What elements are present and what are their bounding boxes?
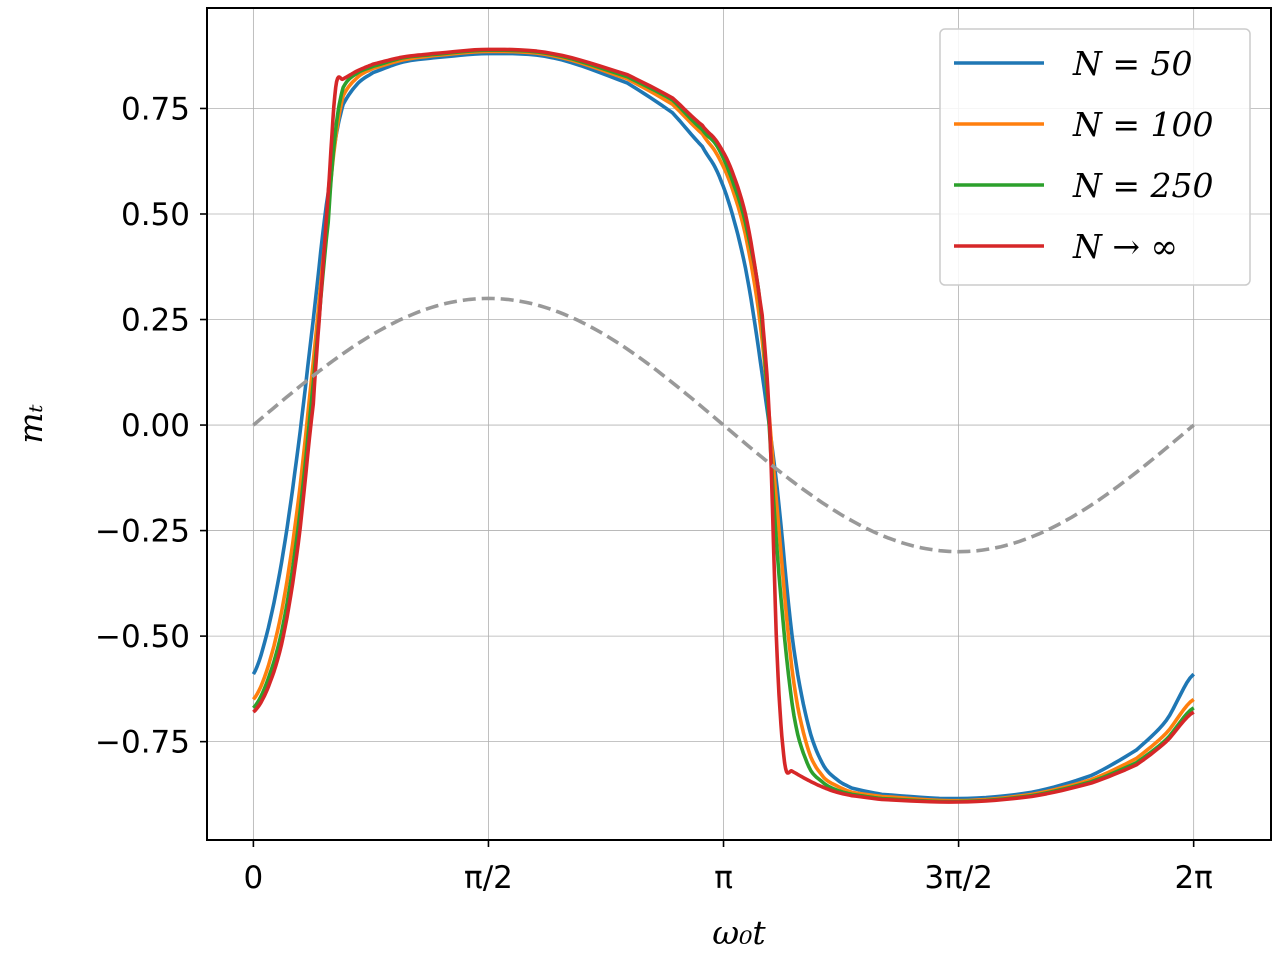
x-tick-label: 2π bbox=[1174, 860, 1212, 896]
y-tick-label: 0.00 bbox=[121, 408, 190, 444]
legend-label: N = 250 bbox=[1072, 166, 1214, 205]
axes-frame bbox=[206, 7, 1272, 841]
plot-area bbox=[251, 47, 1196, 804]
x-tick-label: π/2 bbox=[464, 860, 513, 896]
y-tick-label: −0.50 bbox=[95, 619, 190, 655]
y-tick-label: 0.50 bbox=[121, 197, 190, 233]
series-line-3 bbox=[252, 47, 1195, 804]
legend: N = 50 N = 100 N = 250 N → ∞ bbox=[939, 28, 1251, 286]
x-tick-label: 3π/2 bbox=[924, 860, 993, 896]
x-axis-label: ω₀t bbox=[712, 913, 766, 952]
y-tick-label: 0.25 bbox=[121, 303, 190, 339]
legend-box bbox=[939, 28, 1251, 286]
legend-label: N → ∞ bbox=[1072, 227, 1178, 266]
y-axis-label: mₜ bbox=[11, 404, 50, 443]
legend-label: N = 100 bbox=[1072, 105, 1214, 144]
x-axis: 0 π/2 π 3π/2 2π bbox=[244, 840, 1213, 896]
y-axis: 0.75 0.50 0.25 0.00 −0.25 −0.50 −0.75 bbox=[95, 91, 207, 761]
y-tick-label: 0.75 bbox=[121, 91, 190, 127]
y-tick-label: −0.75 bbox=[95, 725, 190, 761]
legend-label: N = 50 bbox=[1072, 44, 1193, 83]
x-tick-label: π bbox=[714, 860, 733, 896]
grid bbox=[207, 8, 1271, 840]
y-tick-label: −0.25 bbox=[95, 514, 190, 550]
x-tick-label: 0 bbox=[244, 860, 264, 896]
reference-drive-line bbox=[252, 296, 1195, 554]
